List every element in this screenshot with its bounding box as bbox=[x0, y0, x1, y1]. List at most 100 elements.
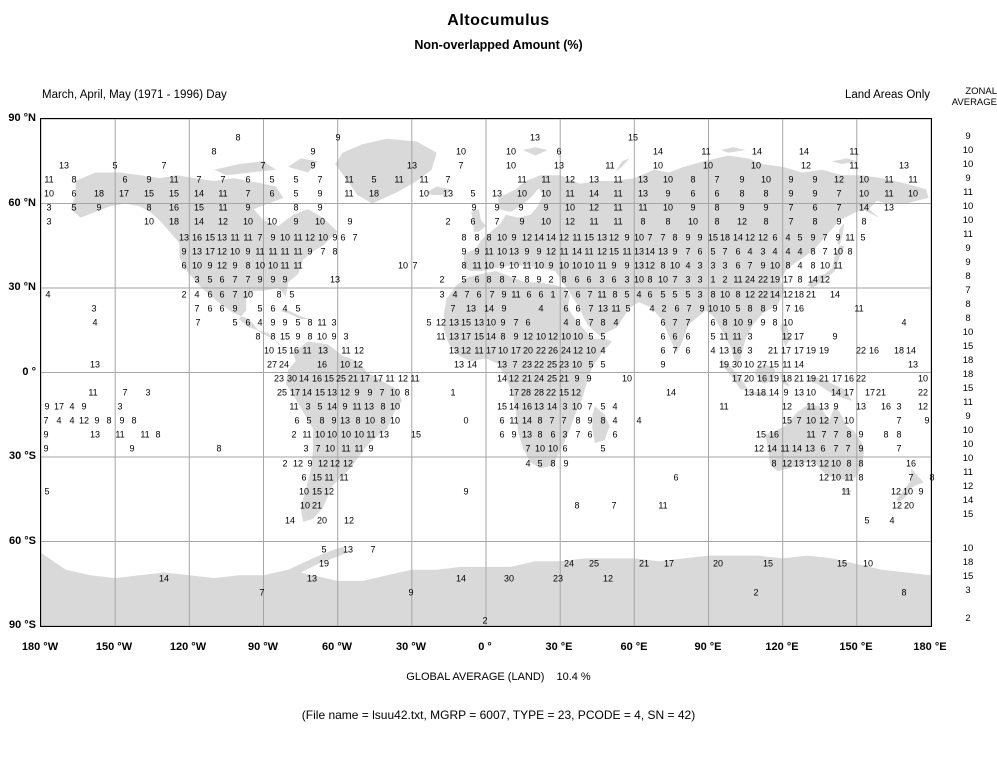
grid-value: 6 bbox=[538, 289, 544, 300]
land-mass bbox=[70, 172, 338, 353]
grid-value: 7 bbox=[796, 415, 802, 426]
grid-value: 10 bbox=[558, 260, 570, 271]
grid-value: 12 bbox=[819, 274, 831, 285]
grid-value: 9 bbox=[697, 232, 703, 243]
grid-value: 8 bbox=[714, 216, 720, 227]
grid-value: 6 bbox=[660, 331, 666, 342]
grid-value: 14 bbox=[798, 146, 810, 157]
grid-value: 13 bbox=[743, 387, 755, 398]
grid-value: 10 bbox=[560, 331, 572, 342]
grid-value: 14 bbox=[298, 373, 310, 384]
zonal-average-value: 8 bbox=[965, 313, 971, 324]
grid-value: 6 bbox=[674, 303, 680, 314]
grid-value: 15 bbox=[143, 188, 155, 199]
grid-value: 13 bbox=[317, 345, 329, 356]
grid-value: 20 bbox=[316, 515, 328, 526]
grid-value: 10 bbox=[279, 232, 291, 243]
grid-value: 4 bbox=[69, 401, 75, 412]
grid-value: 12 bbox=[558, 232, 570, 243]
grid-value: 5 bbox=[321, 544, 327, 555]
grid-value: 5 bbox=[860, 232, 866, 243]
grid-value: 5 bbox=[306, 415, 312, 426]
grid-value: 10 bbox=[707, 303, 719, 314]
grid-value: 19 bbox=[769, 274, 781, 285]
grid-value: 11 bbox=[782, 359, 792, 370]
grid-value: 3 bbox=[331, 317, 337, 328]
grid-value: 22 bbox=[855, 373, 867, 384]
grid-value: 11 bbox=[410, 373, 420, 384]
grid-value: 21 bbox=[347, 373, 359, 384]
grid-value: 11 bbox=[324, 472, 334, 483]
grid-value: 14 bbox=[496, 373, 508, 384]
grid-value: 7 bbox=[722, 246, 728, 257]
grid-value: 5 bbox=[257, 303, 263, 314]
grid-value: 6 bbox=[340, 232, 346, 243]
grid-value: 14 bbox=[858, 202, 870, 213]
grid-value: 11 bbox=[611, 303, 621, 314]
grid-value: 21 bbox=[558, 373, 570, 384]
grid-value: 9 bbox=[96, 202, 102, 213]
grid-value: 14 bbox=[768, 387, 780, 398]
grid-value: 3 bbox=[624, 274, 630, 285]
longitude-label: 90 °W bbox=[247, 641, 279, 653]
zonal-average-value: 11 bbox=[963, 187, 973, 198]
grid-value: 6 bbox=[563, 303, 569, 314]
grid-value: 20 bbox=[743, 373, 755, 384]
grid-value: 10 bbox=[324, 443, 336, 454]
grid-value: 14 bbox=[326, 401, 338, 412]
grid-value: 14 bbox=[533, 232, 545, 243]
grid-value: 19 bbox=[818, 345, 830, 356]
grid-value: 7 bbox=[611, 500, 617, 511]
grid-value: 5 bbox=[625, 303, 631, 314]
grid-value: 9 bbox=[501, 289, 507, 300]
grid-value: 9 bbox=[245, 202, 251, 213]
grid-value: 12 bbox=[292, 458, 304, 469]
zonal-header-line2: AVERAGE bbox=[951, 97, 997, 108]
grid-value: 15 bbox=[204, 232, 216, 243]
grid-value: 5 bbox=[426, 317, 432, 328]
grid-value: 3 bbox=[46, 216, 52, 227]
grid-value: 3 bbox=[145, 387, 151, 398]
grid-value: 14 bbox=[483, 303, 495, 314]
grid-value: 17 bbox=[204, 246, 216, 257]
grid-value: 10 bbox=[832, 246, 844, 257]
grid-value: 8 bbox=[537, 429, 543, 440]
grid-value: 6 bbox=[245, 317, 251, 328]
grid-value: 17 bbox=[460, 331, 472, 342]
grid-value: 6 bbox=[660, 317, 666, 328]
grid-value: 9 bbox=[772, 303, 778, 314]
grid-value: 9 bbox=[367, 387, 373, 398]
grid-value: 4 bbox=[785, 246, 791, 257]
map-plot: 8 9 13 15 8 9 10 10 6 14 11 14 14 11 13 5 7 7 9 13 7 10 13 11 10… bbox=[40, 118, 935, 627]
grid-value: 8 bbox=[785, 260, 791, 271]
grid-value: 13 bbox=[793, 387, 805, 398]
grid-value: 7 bbox=[352, 232, 358, 243]
zonal-average-value: 15 bbox=[962, 383, 974, 394]
grid-value: 15 bbox=[496, 401, 508, 412]
zonal-average-value: 9 bbox=[965, 257, 971, 268]
grid-value: 15 bbox=[781, 415, 793, 426]
grid-value: 9 bbox=[282, 317, 288, 328]
land-mass bbox=[807, 245, 845, 288]
grid-value: 7 bbox=[908, 472, 914, 483]
grid-value: 9 bbox=[511, 429, 517, 440]
zonal-average-value: 12 bbox=[962, 481, 974, 492]
grid-value: 14 bbox=[769, 289, 781, 300]
grid-value: 2 bbox=[722, 274, 728, 285]
grid-value: 23 bbox=[521, 359, 533, 370]
grid-value: 8 bbox=[404, 387, 410, 398]
grid-value: 25 bbox=[546, 373, 558, 384]
latitude-label: 30 °N bbox=[8, 281, 36, 293]
grid-value: 3 bbox=[896, 401, 902, 412]
grid-value: 14 bbox=[455, 573, 467, 584]
grid-value: 6 bbox=[714, 188, 720, 199]
grid-value: 9 bbox=[513, 331, 519, 342]
grid-value: 17 bbox=[731, 373, 743, 384]
grid-value: 12 bbox=[753, 443, 765, 454]
grid-value: 9 bbox=[232, 260, 238, 271]
zonal-average-value: 10 bbox=[962, 453, 974, 464]
grid-value: 6 bbox=[470, 216, 476, 227]
grid-value: 4 bbox=[69, 415, 75, 426]
grid-value: 24 bbox=[278, 359, 290, 370]
zonal-average-value: 18 bbox=[962, 557, 974, 568]
